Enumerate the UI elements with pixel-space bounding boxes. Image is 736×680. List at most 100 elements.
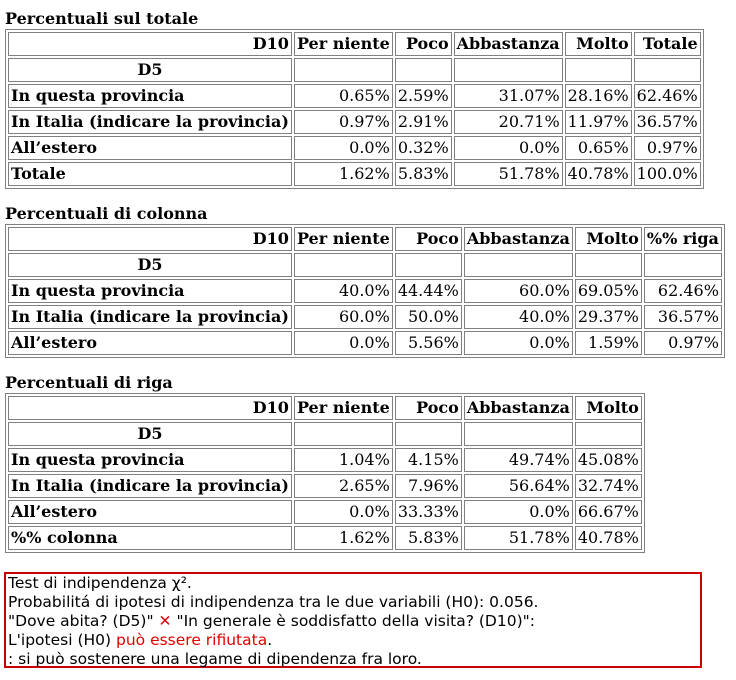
table-row: %% colonna 1.62% 5.83% 51.78% 40.78% xyxy=(8,526,642,550)
empty-cell xyxy=(293,422,393,446)
hypothesis-text: L'ipotesi (H0) xyxy=(8,631,116,649)
table-cell: 60.0% xyxy=(293,305,393,329)
table-row: In questa provincia 1.04% 4.15% 49.74% 4… xyxy=(8,448,642,472)
column-header: Per niente xyxy=(293,32,393,56)
table-cell: 5.56% xyxy=(394,331,462,355)
empty-cell xyxy=(463,253,573,277)
table-cell: 0.97% xyxy=(633,136,701,160)
table-cell: 0.0% xyxy=(463,500,573,524)
table-cell: 49.74% xyxy=(463,448,573,472)
table-cell: 0.0% xyxy=(453,136,563,160)
table-cell: 31.07% xyxy=(453,84,563,108)
table-cell: 62.46% xyxy=(643,279,722,303)
table-title: Percentuali di colonna xyxy=(5,204,208,223)
table-cell: 0.0% xyxy=(293,136,393,160)
table-cell: 40.0% xyxy=(293,279,393,303)
table-row: In questa provincia 40.0% 44.44% 60.0% 6… xyxy=(8,279,722,303)
table-cell: 62.46% xyxy=(633,84,701,108)
test-probability: Probabilitá di ipotesi di indipendenza t… xyxy=(8,593,539,611)
column-header: Abbastanza xyxy=(453,32,563,56)
variable-d10-label: "In generale è soddisfatto della visita?… xyxy=(176,612,535,630)
table-cell: 0.65% xyxy=(293,84,393,108)
row-variable-row: D5 xyxy=(8,253,722,277)
row-label: In questa provincia xyxy=(8,84,292,108)
crosstab-row-percent: D10 Per niente Poco Abbastanza Molto D5 … xyxy=(5,393,645,553)
table-cell: 20.71% xyxy=(453,110,563,134)
column-header: Molto xyxy=(574,227,642,251)
table-cell: 36.57% xyxy=(643,305,722,329)
column-header: Molto xyxy=(574,396,642,420)
hypothesis-rejected: può essere rifiutata xyxy=(116,631,268,649)
table-row: All’estero 0.0% 33.33% 0.0% 66.67% xyxy=(8,500,642,524)
column-variable-label: D10 xyxy=(8,32,292,56)
table-row: In Italia (indicare la provincia) 0.97% … xyxy=(8,110,701,134)
empty-cell xyxy=(293,58,393,82)
table-cell: 0.32% xyxy=(394,136,452,160)
empty-cell xyxy=(394,422,462,446)
empty-cell xyxy=(453,58,563,82)
column-header: Poco xyxy=(394,32,452,56)
hypothesis-period: . xyxy=(267,631,273,649)
test-result: L'ipotesi (H0) può essere rifiutata. xyxy=(8,631,700,650)
row-label: All’estero xyxy=(8,136,292,160)
table-cell: 0.0% xyxy=(463,331,573,355)
crosstab-total-percent: D10 Per niente Poco Abbastanza Molto Tot… xyxy=(5,29,704,189)
column-header: Poco xyxy=(394,227,462,251)
empty-cell xyxy=(633,58,701,82)
table-cell: 1.04% xyxy=(293,448,393,472)
row-label: In Italia (indicare la provincia) xyxy=(8,110,292,134)
test-heading: Test di indipendenza χ². xyxy=(8,574,192,592)
table-title: Percentuali di riga xyxy=(5,373,173,392)
table-cell: 100.0% xyxy=(633,162,701,186)
table-cell: 36.57% xyxy=(633,110,701,134)
table-cell: 7.96% xyxy=(394,474,462,498)
table-cell: 69.05% xyxy=(574,279,642,303)
table-cell: 45.08% xyxy=(574,448,642,472)
row-label: In Italia (indicare la provincia) xyxy=(8,305,292,329)
table-cell: 40.78% xyxy=(574,526,642,550)
table-cell: 32.74% xyxy=(574,474,642,498)
row-variable-label: D5 xyxy=(8,253,292,277)
variable-d5-label: "Dove abita? (D5)" xyxy=(8,612,154,630)
table-cell: 5.83% xyxy=(394,526,462,550)
test-conclusion: : si può sostenere una legame di dipende… xyxy=(8,650,422,668)
table-cell: 28.16% xyxy=(564,84,632,108)
table-cell: 2.65% xyxy=(293,474,393,498)
table-row: All’estero 0.0% 0.32% 0.0% 0.65% 0.97% xyxy=(8,136,701,160)
row-label: All’estero xyxy=(8,331,292,355)
row-label: In questa provincia xyxy=(8,279,292,303)
table-row: In Italia (indicare la provincia) 2.65% … xyxy=(8,474,642,498)
table-row: Totale 1.62% 5.83% 51.78% 40.78% 100.0% xyxy=(8,162,701,186)
row-label: %% colonna xyxy=(8,526,292,550)
table-cell: 40.78% xyxy=(564,162,632,186)
row-label: In questa provincia xyxy=(8,448,292,472)
row-variable-row: D5 xyxy=(8,422,642,446)
table-cell: 51.78% xyxy=(463,526,573,550)
table-row: In Italia (indicare la provincia) 60.0% … xyxy=(8,305,722,329)
independence-test-box: Test di indipendenza χ². Probabilitá di … xyxy=(4,572,702,668)
table-cell: 4.15% xyxy=(394,448,462,472)
column-header: Abbastanza xyxy=(463,396,573,420)
table-row: In questa provincia 0.65% 2.59% 31.07% 2… xyxy=(8,84,701,108)
table-cell: 2.59% xyxy=(394,84,452,108)
table-cell: 2.91% xyxy=(394,110,452,134)
empty-cell xyxy=(564,58,632,82)
table-cell: 66.67% xyxy=(574,500,642,524)
table-cell: 1.59% xyxy=(574,331,642,355)
row-variable-label: D5 xyxy=(8,58,292,82)
table-cell: 1.62% xyxy=(293,162,393,186)
table-title: Percentuali sul totale xyxy=(5,9,199,28)
table-cell: 1.62% xyxy=(293,526,393,550)
row-variable-label: D5 xyxy=(8,422,292,446)
empty-cell xyxy=(394,253,462,277)
empty-cell xyxy=(574,422,642,446)
column-header: Per niente xyxy=(293,396,393,420)
table-cell: 0.65% xyxy=(564,136,632,160)
empty-cell xyxy=(463,422,573,446)
empty-cell xyxy=(394,58,452,82)
column-header: %% riga xyxy=(643,227,722,251)
column-header: Totale xyxy=(633,32,701,56)
row-variable-row: D5 xyxy=(8,58,701,82)
crosstab-column-percent: D10 Per niente Poco Abbastanza Molto %% … xyxy=(5,224,725,358)
column-header: Poco xyxy=(394,396,462,420)
